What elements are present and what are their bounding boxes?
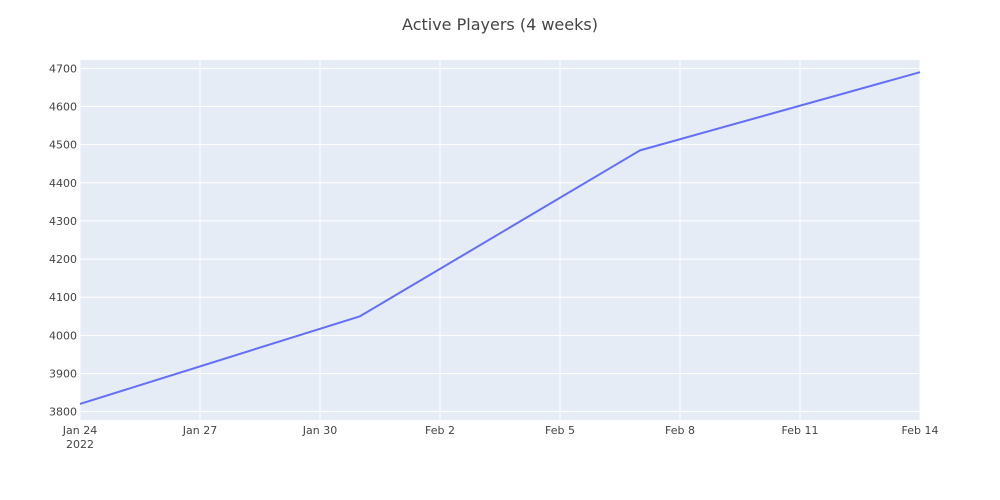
series-line bbox=[79, 71, 921, 405]
y-tick-label: 4100 bbox=[49, 291, 77, 304]
x-tick-label: Feb 11 bbox=[782, 424, 819, 437]
y-tick-label: 4500 bbox=[49, 139, 77, 152]
y-tick-label: 4000 bbox=[49, 329, 77, 342]
x-tick-label: Jan 24 bbox=[62, 424, 97, 437]
x-tick-label: Feb 8 bbox=[665, 424, 695, 437]
x-tick-label: Feb 2 bbox=[425, 424, 455, 437]
x-tick-label: Feb 14 bbox=[902, 424, 939, 437]
y-tick-label: 4300 bbox=[49, 215, 77, 228]
y-axis: 3800 3900 4000 4100 4200 4300 4400 4500 4600 4700 bbox=[49, 62, 77, 418]
grid-lines bbox=[79, 60, 921, 420]
y-tick-label: 4700 bbox=[49, 62, 77, 75]
x-tick-label: Feb 5 bbox=[545, 424, 575, 437]
plot-area bbox=[80, 60, 920, 420]
y-tick-label: 3800 bbox=[49, 406, 77, 419]
x-tick-sublabel: 2022 bbox=[66, 438, 94, 451]
chart-title: Active Players (4 weeks) bbox=[402, 15, 598, 34]
x-tick-label: Jan 27 bbox=[182, 424, 217, 437]
x-tick-label: Jan 30 bbox=[302, 424, 337, 437]
y-tick-label: 4400 bbox=[49, 177, 77, 190]
y-tick-label: 4200 bbox=[49, 253, 77, 266]
y-tick-label: 4600 bbox=[49, 101, 77, 114]
y-tick-label: 3900 bbox=[49, 367, 77, 380]
series-layer bbox=[79, 71, 921, 405]
